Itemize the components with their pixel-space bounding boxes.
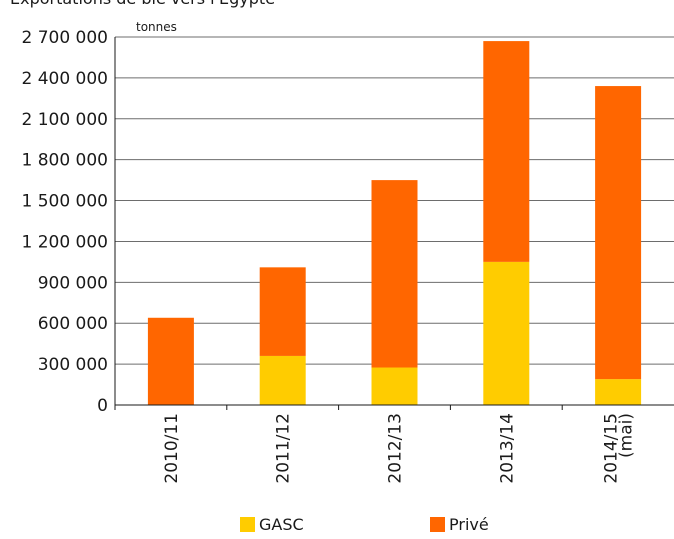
y-tick-label: 0 [97,396,108,416]
x-tick-label: 2013/14 [497,413,517,484]
legend-swatch [240,517,255,532]
x-tick-label: 2011/12 [274,413,294,484]
legend-item: Privé [430,515,489,534]
legend-label: GASC [259,515,304,534]
stacked-bar-chart: 0 300 000 600 000 900 000 1 200 000 1 500 000… [21,28,674,484]
bar-priv- [259,267,306,356]
bar-gasc [483,261,530,405]
legend-label: Privé [449,515,489,534]
y-tick-label: 300 000 [38,355,108,375]
y-axis-unit-label: tonnes [136,20,177,34]
bar-gasc [259,355,306,405]
y-tick-label: 2 700 000 [21,28,108,48]
bar-priv- [483,41,530,262]
bar-priv- [371,180,418,368]
bar-gasc [595,379,642,405]
y-tick-label: 600 000 [38,314,108,334]
y-tick-label: 2 400 000 [21,69,108,89]
bar-priv- [147,317,194,405]
y-tick-label: 2 100 000 [21,110,108,130]
chart-legend: GASC Privé [0,515,674,539]
y-tick-label: 1 500 000 [21,192,108,212]
x-tick-label: 2012/13 [386,413,406,484]
y-tick-label: 1 200 000 [21,232,108,252]
bar-priv- [595,86,642,380]
legend-item: GASC [240,515,304,534]
chart-title: Exportations de ble vers l'Egypte [10,0,275,8]
x-tick-label: 2014/15(mai) [602,413,637,484]
x-tick-label: 2010/11 [162,413,182,484]
y-tick-label: 900 000 [38,273,108,293]
y-tick-label: 1 800 000 [21,151,108,171]
legend-swatch [430,517,445,532]
bar-gasc [371,367,418,405]
